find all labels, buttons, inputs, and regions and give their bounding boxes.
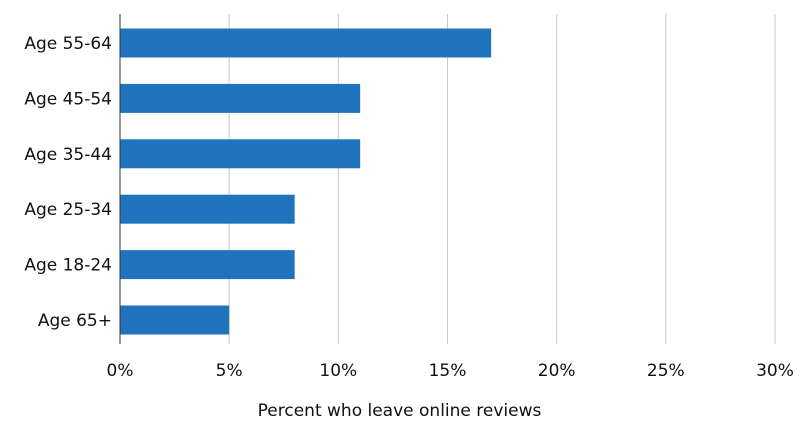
bar-age-35-44 <box>120 139 361 169</box>
bars <box>120 28 492 335</box>
category-label: Age 18-24 <box>24 256 112 276</box>
x-axis-title: Percent who leave online reviews <box>258 401 542 421</box>
x-tick-label: 15% <box>429 361 467 381</box>
bar-age-65- <box>120 305 230 335</box>
gridlines <box>228 14 776 344</box>
x-tick-label: 20% <box>538 361 576 381</box>
x-tick-label: 5% <box>216 361 243 381</box>
bar-age-18-24 <box>120 250 295 280</box>
category-label: Age 25-34 <box>24 200 112 220</box>
bar-age-25-34 <box>120 194 295 224</box>
x-tick-label: 30% <box>756 361 794 381</box>
category-labels: Age 55-64 Age 45-54 Age 35-44 Age 25-34 Age … <box>24 34 112 331</box>
category-label: Age 55-64 <box>24 34 112 54</box>
x-tick-label: 10% <box>319 361 357 381</box>
x-tick-labels: 0% 5% 10% 15% 20% 25% 30% <box>107 361 794 381</box>
x-tick-label: 0% <box>107 361 134 381</box>
category-label: Age 65+ <box>38 311 112 331</box>
category-label: Age 45-54 <box>24 89 112 109</box>
bar-age-45-54 <box>120 83 361 113</box>
x-tick-label: 25% <box>647 361 685 381</box>
bar-age-55-64 <box>120 28 492 58</box>
category-label: Age 35-44 <box>24 145 112 165</box>
